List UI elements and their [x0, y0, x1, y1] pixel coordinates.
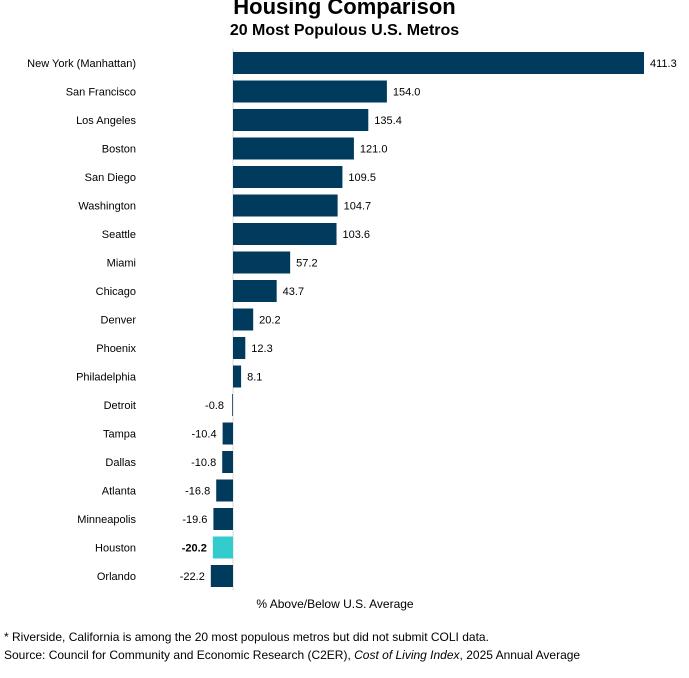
- category-label: Chicago: [96, 286, 136, 298]
- category-label: Tampa: [103, 429, 137, 441]
- bar: [213, 508, 233, 530]
- category-label: Denver: [101, 315, 137, 327]
- bar: [233, 251, 291, 274]
- bar: [232, 394, 233, 416]
- bar: [233, 80, 387, 103]
- value-label: 121.0: [360, 144, 388, 156]
- value-label: -20.2: [182, 543, 207, 555]
- value-label: -16.8: [185, 486, 210, 498]
- source-title: Cost of Living Index: [354, 648, 460, 662]
- chart-subtitle: 20 Most Populous U.S. Metros: [229, 22, 460, 39]
- value-label: 20.2: [259, 315, 280, 327]
- value-label: 109.5: [348, 172, 376, 184]
- value-label: -10.4: [192, 429, 217, 441]
- bar: [233, 52, 644, 74]
- source-suffix: , 2025 Annual Average: [459, 648, 581, 662]
- bar: [233, 365, 242, 388]
- value-label: -0.8: [205, 400, 224, 412]
- category-label: New York (Manhattan): [27, 58, 136, 70]
- category-label: Phoenix: [96, 343, 136, 355]
- category-label: Atlanta: [102, 486, 137, 498]
- source-note: Source: Council for Community and Econom…: [4, 648, 580, 662]
- value-label: 104.7: [344, 201, 372, 213]
- category-label: Detroit: [104, 400, 136, 412]
- value-label: 154.0: [393, 87, 421, 99]
- category-label: Seattle: [102, 229, 136, 241]
- value-label: 12.3: [251, 343, 272, 355]
- bar: [216, 479, 233, 502]
- value-label: 57.2: [296, 258, 317, 270]
- value-label: -10.8: [191, 457, 216, 469]
- category-label: Orlando: [97, 571, 136, 583]
- bar: [233, 308, 254, 331]
- category-label: Miami: [107, 258, 136, 270]
- category-label: Boston: [102, 144, 136, 156]
- value-label: -22.2: [180, 571, 205, 583]
- bar: [222, 451, 233, 473]
- bar: [233, 137, 354, 160]
- value-label: 103.6: [343, 229, 371, 241]
- bar: [233, 337, 246, 359]
- value-label: 43.7: [283, 286, 304, 298]
- value-label: 8.1: [247, 372, 262, 384]
- category-label: Washington: [78, 201, 136, 213]
- source-prefix: Source: Council for Community and Econom…: [4, 648, 355, 662]
- bar: [233, 194, 338, 217]
- value-label: -19.6: [182, 514, 207, 526]
- value-label: 411.3: [650, 58, 677, 70]
- bar-highlight: [212, 536, 233, 559]
- category-label: Minneapolis: [77, 514, 136, 526]
- footnote: * Riverside, California is among the 20 …: [4, 630, 489, 644]
- bar: [233, 166, 343, 188]
- bar: [233, 280, 277, 302]
- bar: [233, 223, 337, 245]
- category-label: San Diego: [85, 172, 136, 184]
- x-axis-label: % Above/Below U.S. Average: [256, 597, 414, 611]
- category-label: Houston: [95, 543, 136, 555]
- category-label: Philadelphia: [76, 372, 137, 384]
- value-label: 135.4: [374, 115, 402, 127]
- bar: [210, 565, 233, 587]
- category-label: San Francisco: [66, 87, 136, 99]
- bar: [222, 422, 233, 445]
- category-label: Dallas: [105, 457, 136, 469]
- chart-title: Housing Comparison: [233, 0, 456, 19]
- bar-chart: New York (Manhattan) 411.3 San Francisco 15…: [27, 48, 677, 591]
- bar: [233, 109, 369, 131]
- category-label: Los Angeles: [76, 115, 136, 127]
